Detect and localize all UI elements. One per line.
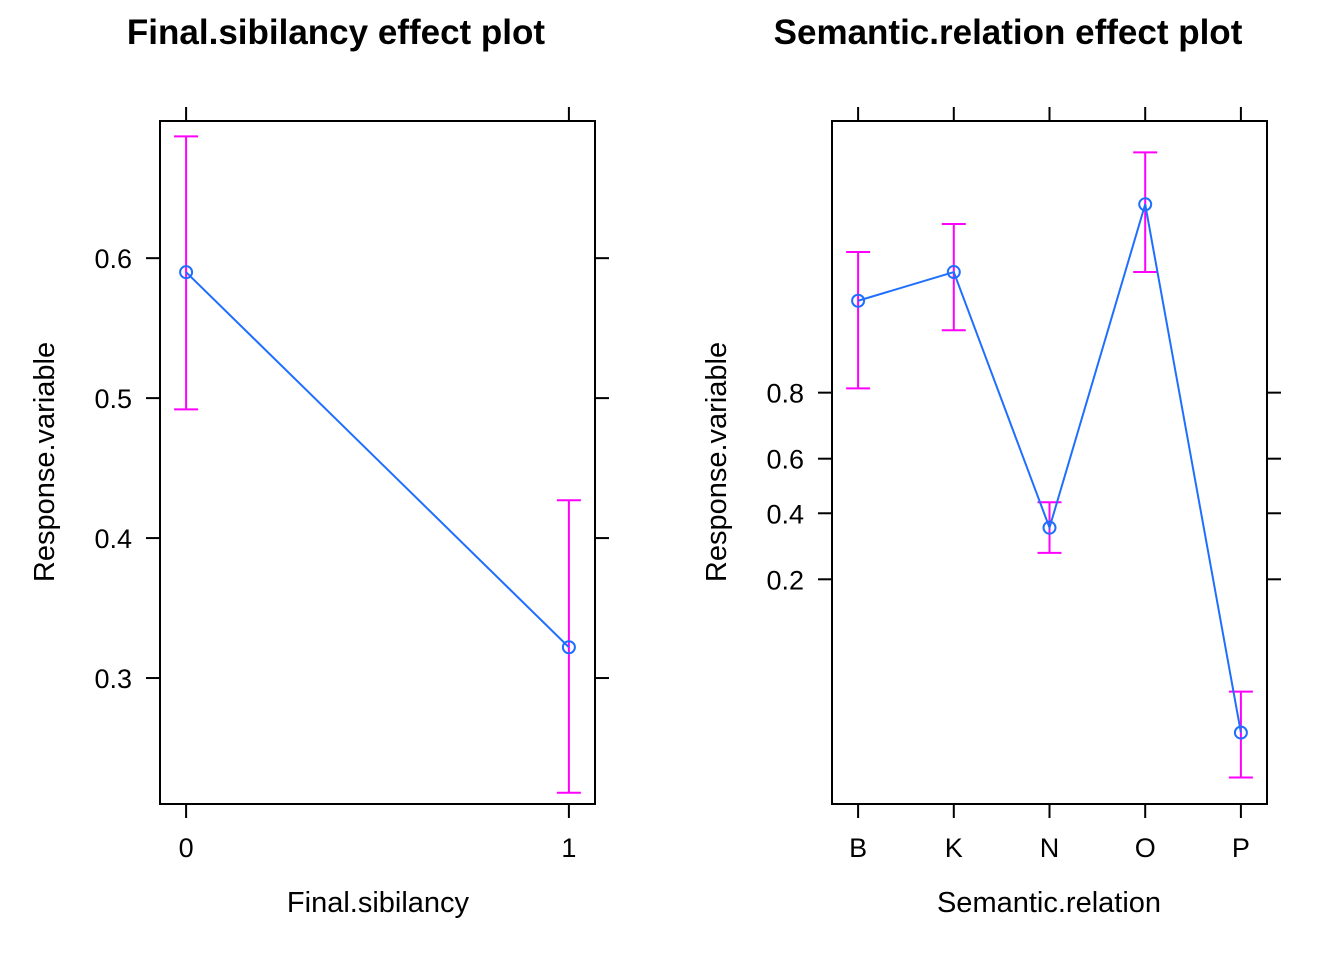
panel-1-plot-frame: [159, 120, 596, 805]
panel-2-x-tick-label: K: [945, 833, 963, 863]
panel-1-point-0: [179, 265, 194, 280]
panel-2-effect-line: [857, 203, 1242, 733]
panel-2-plot-frame: [831, 120, 1268, 805]
panel-2-x-tick-label: N: [1040, 833, 1060, 863]
panel-1-marks: 0 1 0.3 0.4 0.5 0.6: [94, 107, 609, 863]
panel-1-y-tick-label: 0.4: [94, 524, 132, 554]
panel-1-x-tick-label: 0: [179, 833, 194, 863]
panel-1-point-1: [561, 640, 576, 655]
panel-1-x-tick-label: 1: [561, 833, 576, 863]
panel-2-y-axis-label: Response.variable: [701, 342, 733, 582]
panel-1-y-tick-label: 0.6: [94, 244, 132, 274]
panel-2-y-tick-label: 0.6: [766, 445, 804, 475]
semantic-relation-panel: Semantic.relation effect plot Semantic.r…: [701, 13, 1268, 919]
panel-2-x-tick-label: O: [1135, 833, 1156, 863]
panel-2-x-tick-label: B: [849, 833, 867, 863]
panel-1-y-axis-label: Response.variable: [29, 342, 61, 582]
panel-2-point-N: [1042, 520, 1057, 535]
panel-2-y-tick-label: 0.4: [766, 499, 804, 529]
panel-2-title: Semantic.relation effect plot: [774, 13, 1243, 52]
final-sibilancy-panel: Final.sibilancy effect plot Final.sibila…: [29, 13, 596, 919]
panel-2-x-tick-label: P: [1232, 833, 1250, 863]
panel-2-point-B: [851, 293, 866, 308]
panel-1-effect-line: [185, 271, 570, 648]
panel-1-y-tick-label: 0.3: [94, 664, 132, 694]
panel-2-y-tick-label: 0.2: [766, 565, 804, 595]
panel-2-point-O: [1138, 197, 1153, 212]
panel-2-point-P: [1233, 725, 1248, 740]
panel-1-x-axis-label: Final.sibilancy: [287, 887, 470, 919]
panel-2-point-K: [946, 265, 961, 280]
panel-2-x-axis-label: Semantic.relation: [937, 887, 1161, 919]
panel-2-marks: B K N O P 0.2 0.4 0.6 0.8: [766, 107, 1281, 863]
panel-2-y-tick-label: 0.8: [766, 379, 804, 409]
panel-1-y-tick-label: 0.5: [94, 384, 132, 414]
panel-1-title: Final.sibilancy effect plot: [127, 13, 545, 52]
